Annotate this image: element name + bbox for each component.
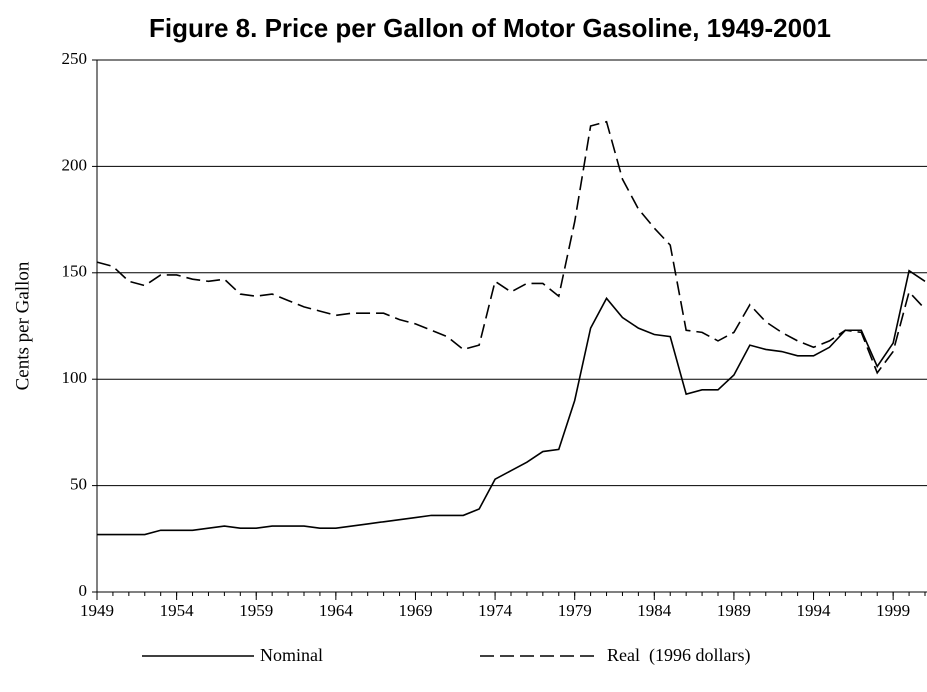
- series-line: [97, 269, 926, 536]
- legend-label: Real (1996 dollars): [607, 645, 750, 666]
- y-tick-label: 250: [62, 49, 88, 68]
- x-tick-label: 1984: [637, 601, 672, 620]
- x-tick-label: 1974: [478, 601, 513, 620]
- y-tick-label: 200: [62, 155, 88, 174]
- y-tick-label: 150: [62, 262, 88, 281]
- y-tick-label: 100: [62, 368, 88, 387]
- x-tick-label: 1959: [239, 601, 273, 620]
- x-tick-label: 1969: [398, 601, 432, 620]
- x-tick-label: 1949: [80, 601, 114, 620]
- legend-label: Nominal: [260, 645, 323, 665]
- x-tick-label: 1994: [797, 601, 832, 620]
- series-line: [96, 120, 926, 375]
- x-tick-label: 1989: [717, 601, 751, 620]
- x-tick-label: 1964: [319, 601, 354, 620]
- x-tick-label: 1979: [558, 601, 592, 620]
- x-tick-label: 1999: [876, 601, 910, 620]
- x-tick-label: 1954: [160, 601, 195, 620]
- chart-title: Figure 8. Price per Gallon of Motor Gaso…: [149, 13, 831, 43]
- y-tick-label: 50: [70, 475, 87, 494]
- y-axis-label: Cents per Gallon: [12, 261, 33, 390]
- y-tick-label: 0: [79, 581, 88, 600]
